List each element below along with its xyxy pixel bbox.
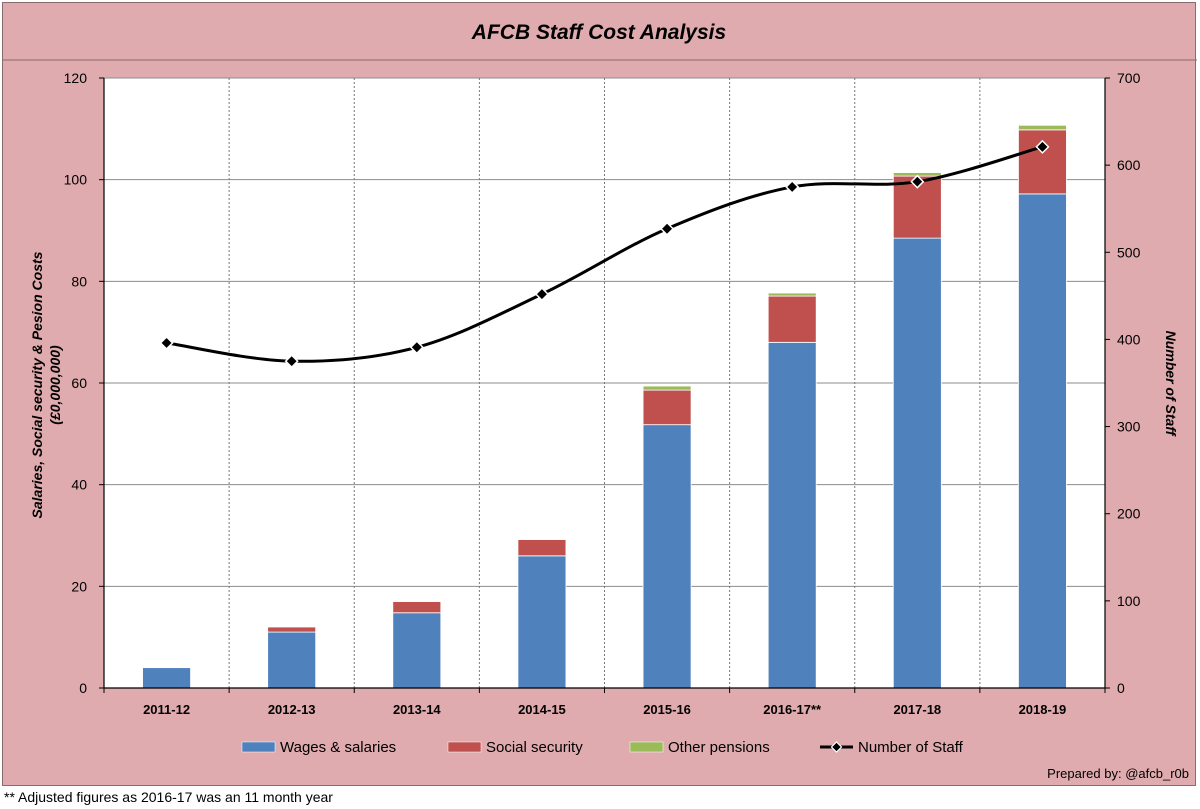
legend-label: Wages & salaries — [280, 739, 396, 756]
y-axis-unit: (£0,000,000) — [47, 345, 63, 425]
legend-label: Social security — [486, 739, 583, 756]
bar-segment — [392, 612, 442, 689]
bar-segment — [1018, 124, 1067, 131]
bar-segment — [642, 385, 692, 391]
y-tick-label: 40 — [71, 477, 87, 493]
x-tick-label: 2018-19 — [1019, 702, 1067, 717]
staff-marker — [534, 287, 549, 302]
bar-segment — [1018, 129, 1067, 195]
bar-segment — [767, 295, 817, 343]
y2-tick-label: 200 — [1117, 506, 1141, 522]
bar-segment — [767, 292, 817, 297]
bar-segment — [517, 539, 567, 557]
bar-segment — [1018, 193, 1067, 689]
x-tick-label: 2014-15 — [518, 702, 566, 717]
footnote: ** Adjusted figures as 2016-17 was an 11… — [4, 789, 333, 805]
bar-segment — [142, 667, 191, 689]
y2-tick-label: 600 — [1117, 157, 1141, 173]
chart: AFCB Staff Cost Analysis 0 20 40 60 80 100 120… — [3, 21, 1197, 781]
y-tick-label: 0 — [79, 680, 87, 696]
y2-tick-label: 500 — [1117, 244, 1141, 260]
credit: Prepared by: @afcb_r0b — [1047, 766, 1189, 781]
y2-tick-label: 0 — [1117, 680, 1125, 696]
y2-axis-title: Number of Staff — [1163, 331, 1179, 437]
bar-segment — [892, 237, 942, 689]
axes: 0 20 40 60 80 100 120 0 100 200 300 400 500 600 700 201… — [64, 70, 1141, 717]
staff-marker — [159, 335, 174, 350]
y2-tick-label: 100 — [1117, 593, 1141, 609]
y-tick-label: 80 — [71, 273, 87, 289]
y-tick-label: 100 — [64, 172, 88, 188]
staff-marker — [660, 221, 675, 236]
staff-marker — [910, 174, 925, 189]
bar-segment — [642, 389, 692, 426]
legend-swatch — [241, 741, 276, 753]
legend-swatch — [629, 741, 664, 753]
legend-swatch — [447, 741, 482, 753]
staff-line-path — [166, 145, 1043, 363]
bar-segment — [267, 626, 317, 633]
chart-title: AFCB Staff Cost Analysis — [471, 21, 726, 44]
legend-label: Number of Staff — [858, 739, 964, 756]
y-axis-title: Salaries, Social security & Pesion Costs — [29, 251, 45, 518]
staff-marker — [409, 340, 424, 355]
y2-tick-label: 400 — [1117, 331, 1141, 347]
y2-tick-label: 300 — [1117, 419, 1141, 435]
staff-marker — [785, 179, 800, 194]
bar-segment — [767, 341, 817, 689]
x-tick-label: 2015-16 — [643, 702, 691, 717]
staff-marker — [284, 354, 299, 369]
y2-tick-label: 700 — [1117, 70, 1141, 86]
y-tick-label: 120 — [64, 70, 88, 86]
staff-line — [159, 139, 1050, 369]
bar-segment — [392, 601, 442, 614]
legend-label: Other pensions — [668, 739, 770, 756]
staff-marker — [1035, 139, 1050, 154]
y-tick-label: 60 — [71, 375, 87, 391]
bar-segment — [642, 424, 692, 689]
x-tick-label: 2011-12 — [143, 702, 190, 717]
chart-panel: AFCB Staff Cost Analysis 0 20 40 60 80 100 120… — [2, 2, 1197, 786]
bar-segment — [517, 555, 567, 689]
x-tick-label: 2012-13 — [268, 702, 316, 717]
x-tick-label: 2013-14 — [393, 702, 441, 717]
legend-marker — [830, 741, 843, 753]
grid — [104, 77, 1105, 688]
legend: Wages & salaries Social security Other pen… — [241, 739, 964, 756]
x-tick-label: 2017-18 — [893, 702, 941, 717]
bar-segment — [267, 631, 317, 689]
x-tick-label: 2016-17** — [763, 702, 822, 717]
y-tick-label: 20 — [71, 578, 87, 594]
